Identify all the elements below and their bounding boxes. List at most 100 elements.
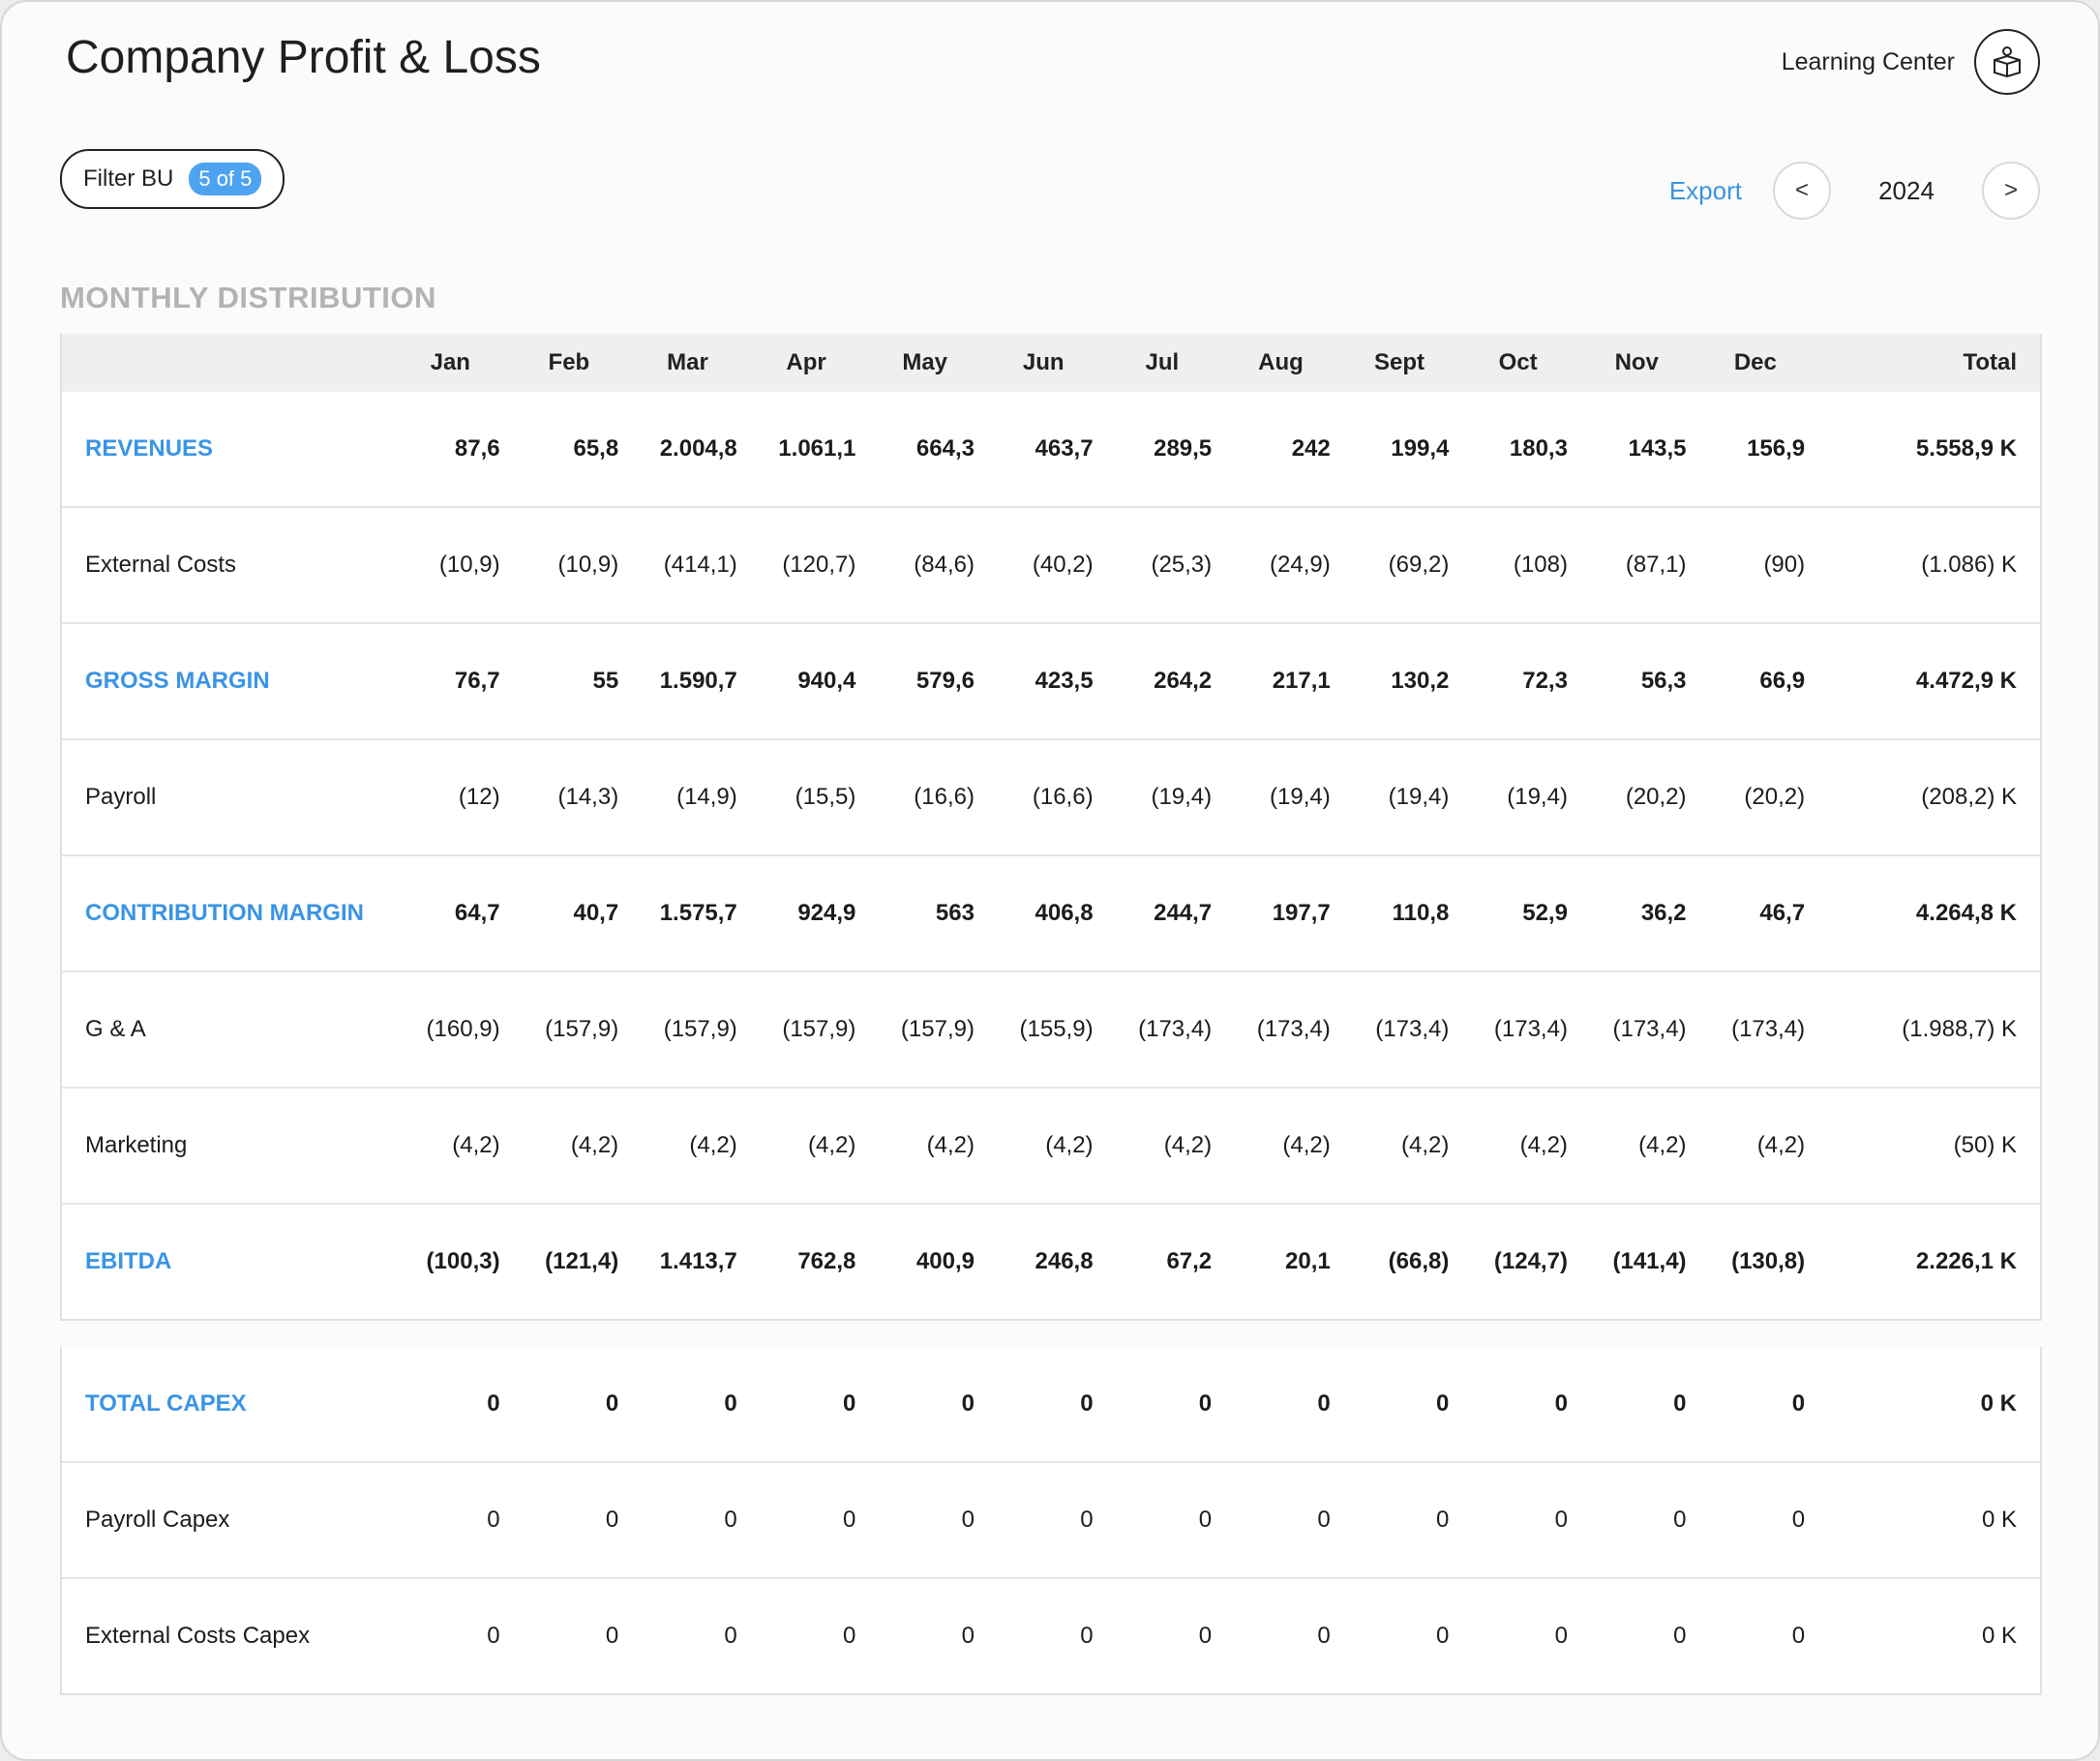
table-cell: (124,7) [1493, 1248, 1568, 1274]
column-header-jun[interactable]: Jun [1022, 349, 1065, 375]
table-cell: (24,9) [1270, 552, 1331, 578]
year-label: 2024 [1878, 175, 1935, 205]
row-total: 0 K [1981, 1623, 2017, 1649]
chevron-left-icon[interactable]: < [1773, 162, 1831, 220]
table-cell: (173,4) [1256, 1016, 1331, 1042]
row-label[interactable]: CONTRIBUTION MARGIN [85, 900, 364, 926]
table-cell: (40,2) [1032, 552, 1094, 578]
row-total: 4.472,9 K [1915, 668, 2017, 694]
table-cell: (19,4) [1507, 784, 1568, 810]
column-header-nov[interactable]: Nov [1614, 349, 1659, 375]
table-cell: 0 [1198, 1507, 1213, 1533]
column-header-mar[interactable]: Mar [667, 349, 708, 375]
table-cell: 0 [605, 1623, 619, 1649]
column-header-feb[interactable]: Feb [548, 349, 590, 375]
learning-center-label[interactable]: Learning Center [1781, 47, 1955, 75]
table-cell: 0 [1317, 1390, 1331, 1417]
row-total: 0 K [1980, 1390, 2017, 1417]
table-cell: 1.061,1 [778, 435, 856, 462]
table-cell: 55 [592, 668, 619, 694]
table-cell: 2.004,8 [659, 435, 737, 462]
table-row: External Costs (10,9) (10,9) (414,1) (120,7)… [62, 508, 2040, 624]
table-row: CONTRIBUTION MARGIN 64,7 40,7 1.575,7 924,9 5… [62, 856, 2040, 972]
table-cell: (157,9) [663, 1016, 737, 1042]
column-header-aug[interactable]: Aug [1258, 349, 1304, 375]
table-cell: (12) [458, 784, 500, 810]
table-cell: 242 [1291, 435, 1331, 462]
table-cell: (16,6) [914, 784, 975, 810]
learning-center[interactable]: Learning Center [1782, 29, 2040, 95]
table-cell: 0 [1317, 1623, 1331, 1649]
table-cell: 199,4 [1391, 435, 1450, 462]
table-cell: (69,2) [1388, 552, 1450, 578]
filter-bu-label: Filter BU [83, 165, 174, 192]
column-header-total[interactable]: Total [1963, 349, 2017, 375]
table-cell: 400,9 [915, 1248, 975, 1274]
export-link[interactable]: Export [1668, 175, 1742, 205]
column-header-sept[interactable]: Sept [1374, 349, 1425, 375]
table-cell: 52,9 [1522, 900, 1568, 926]
chevron-right-icon[interactable]: > [1982, 162, 2040, 220]
table-cell: 0 [1673, 1623, 1687, 1649]
table-cell: 0 [1673, 1390, 1687, 1417]
table-cell: 246,8 [1035, 1248, 1094, 1274]
table-row: EBITDA (100,3) (121,4) 1.413,7 762,8 400,9 246… [62, 1205, 2040, 1319]
table-cell: (10,9) [438, 552, 500, 578]
table-cell: 0 [724, 1623, 737, 1649]
filter-bu-button[interactable]: Filter BU 5 of 5 [60, 149, 285, 209]
learning-center-icon[interactable] [1974, 29, 2040, 95]
table-cell: 0 [1080, 1623, 1094, 1649]
year-navigation: Export < 2024 > [1669, 162, 2040, 220]
table-row: REVENUES 87,6 65,8 2.004,8 1.061,1 664,3 463,7… [62, 392, 2040, 508]
table-cell: 143,5 [1628, 435, 1687, 462]
column-header-jan[interactable]: Jan [430, 349, 470, 375]
row-label[interactable]: GROSS MARGIN [85, 668, 270, 694]
table-cell: (66,8) [1388, 1248, 1450, 1274]
table-cell: (14,9) [676, 784, 737, 810]
pnl-table: Jan Feb Mar Apr May Jun Jul Aug Sept Oct Nov Dec Tot… [60, 334, 2042, 1321]
table-cell: 463,7 [1035, 435, 1094, 462]
row-label: G & A [85, 1016, 146, 1042]
row-label[interactable]: TOTAL CAPEX [85, 1390, 247, 1417]
table-cell: 76,7 [454, 668, 500, 694]
table-cell: 72,3 [1522, 668, 1568, 694]
column-header-dec[interactable]: Dec [1733, 349, 1777, 375]
table-cell: (4,2) [1756, 1132, 1806, 1158]
table-row: GROSS MARGIN 76,7 55 1.590,7 940,4 579,6 423,5… [62, 624, 2040, 740]
table-cell: 0 [961, 1390, 975, 1417]
table-cell: 0 [724, 1390, 737, 1417]
column-header-may[interactable]: May [902, 349, 948, 375]
table-row: TOTAL CAPEX 0 0 0 0 0 0 0 0 0 0 0 0 0 K [62, 1347, 2040, 1463]
column-header-jul[interactable]: Jul [1145, 349, 1180, 375]
table-cell: (84,6) [914, 552, 975, 578]
table-cell: 1.575,7 [659, 900, 737, 926]
column-header-oct[interactable]: Oct [1498, 349, 1538, 375]
table-cell: (20,2) [1744, 784, 1806, 810]
table-cell: 0 [605, 1390, 619, 1417]
table-cell: (15,5) [795, 784, 856, 810]
table-cell: (173,4) [1375, 1016, 1450, 1042]
table-cell: (25,3) [1151, 552, 1213, 578]
table-cell: 56,3 [1640, 668, 1687, 694]
table-cell: 0 [1080, 1390, 1094, 1417]
table-cell: (4,2) [570, 1132, 619, 1158]
table-cell: (19,4) [1270, 784, 1331, 810]
section-title: MONTHLY DISTRIBUTION [60, 281, 436, 314]
table-cell: (4,2) [689, 1132, 737, 1158]
table-cell: (141,4) [1612, 1248, 1687, 1274]
table-cell: 289,5 [1154, 435, 1213, 462]
table-cell: (4,2) [1282, 1132, 1331, 1158]
page-title: Company Profit & Loss [66, 32, 541, 83]
row-label[interactable]: REVENUES [85, 435, 214, 462]
row-label[interactable]: EBITDA [85, 1248, 172, 1274]
row-total: (208,2) K [1921, 784, 2017, 810]
table-cell: (157,9) [782, 1016, 856, 1042]
table-cell: 20,1 [1285, 1248, 1331, 1274]
table-cell: (4,2) [1045, 1132, 1094, 1158]
table-cell: 0 [487, 1623, 500, 1649]
table-cell: 0 [1554, 1390, 1568, 1417]
table-cell: (4,2) [452, 1132, 500, 1158]
column-header-apr[interactable]: Apr [786, 349, 826, 375]
table-cell: (173,4) [1612, 1016, 1687, 1042]
